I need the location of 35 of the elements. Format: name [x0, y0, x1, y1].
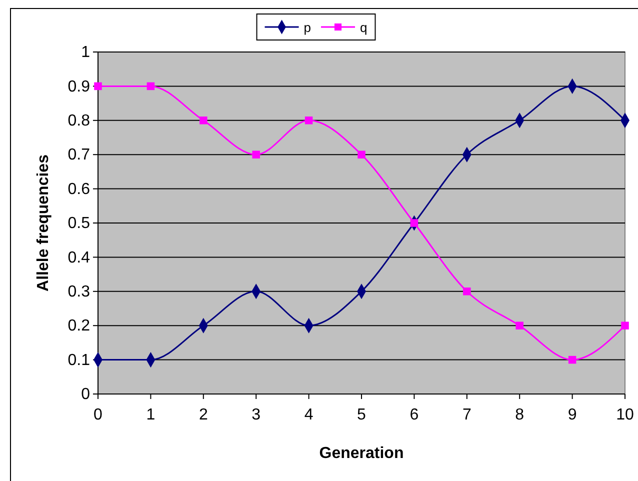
x-tick-label: 9: [568, 406, 577, 424]
y-tick-label: 0.3: [68, 284, 90, 301]
y-tick-label: 0.9: [68, 78, 90, 96]
x-tick-label: 7: [462, 406, 472, 424]
x-tick-label: 10: [616, 406, 634, 424]
x-tick-label: 6: [410, 406, 419, 424]
point: [463, 288, 471, 296]
x-tick-label: 5: [357, 406, 366, 424]
y-tick-label: 0.2: [68, 318, 90, 335]
point: [516, 322, 524, 330]
x-tick-label: 0: [94, 406, 103, 424]
x-axis-title: Generation: [319, 445, 404, 462]
x-tick-label: 1: [146, 406, 156, 424]
point: [252, 150, 260, 158]
x-tick-label: 2: [198, 406, 208, 424]
point: [146, 82, 155, 90]
y-tick-label: 0.4: [68, 249, 90, 266]
x-tick-label: 4: [304, 406, 314, 424]
point: [621, 322, 629, 330]
legend-label: p: [304, 20, 311, 35]
x-tick-label: 3: [252, 406, 261, 424]
point: [358, 150, 366, 158]
y-axis-title: Allele frequencies: [35, 154, 52, 292]
y-tick-label: 1: [81, 44, 90, 62]
y-tick-label: 0.8: [68, 112, 90, 130]
y-tick-label: 0: [81, 386, 90, 404]
x-tick-label: 8: [515, 406, 524, 424]
point: [568, 356, 576, 364]
y-tick-label: 0.7: [68, 146, 90, 164]
point: [304, 116, 313, 124]
y-tick-label: 0.5: [68, 215, 90, 232]
legend-label: q: [360, 20, 368, 35]
point: [200, 116, 208, 124]
y-tick-label: 0.6: [68, 180, 90, 198]
y-tick-label: 0.1: [68, 352, 90, 369]
